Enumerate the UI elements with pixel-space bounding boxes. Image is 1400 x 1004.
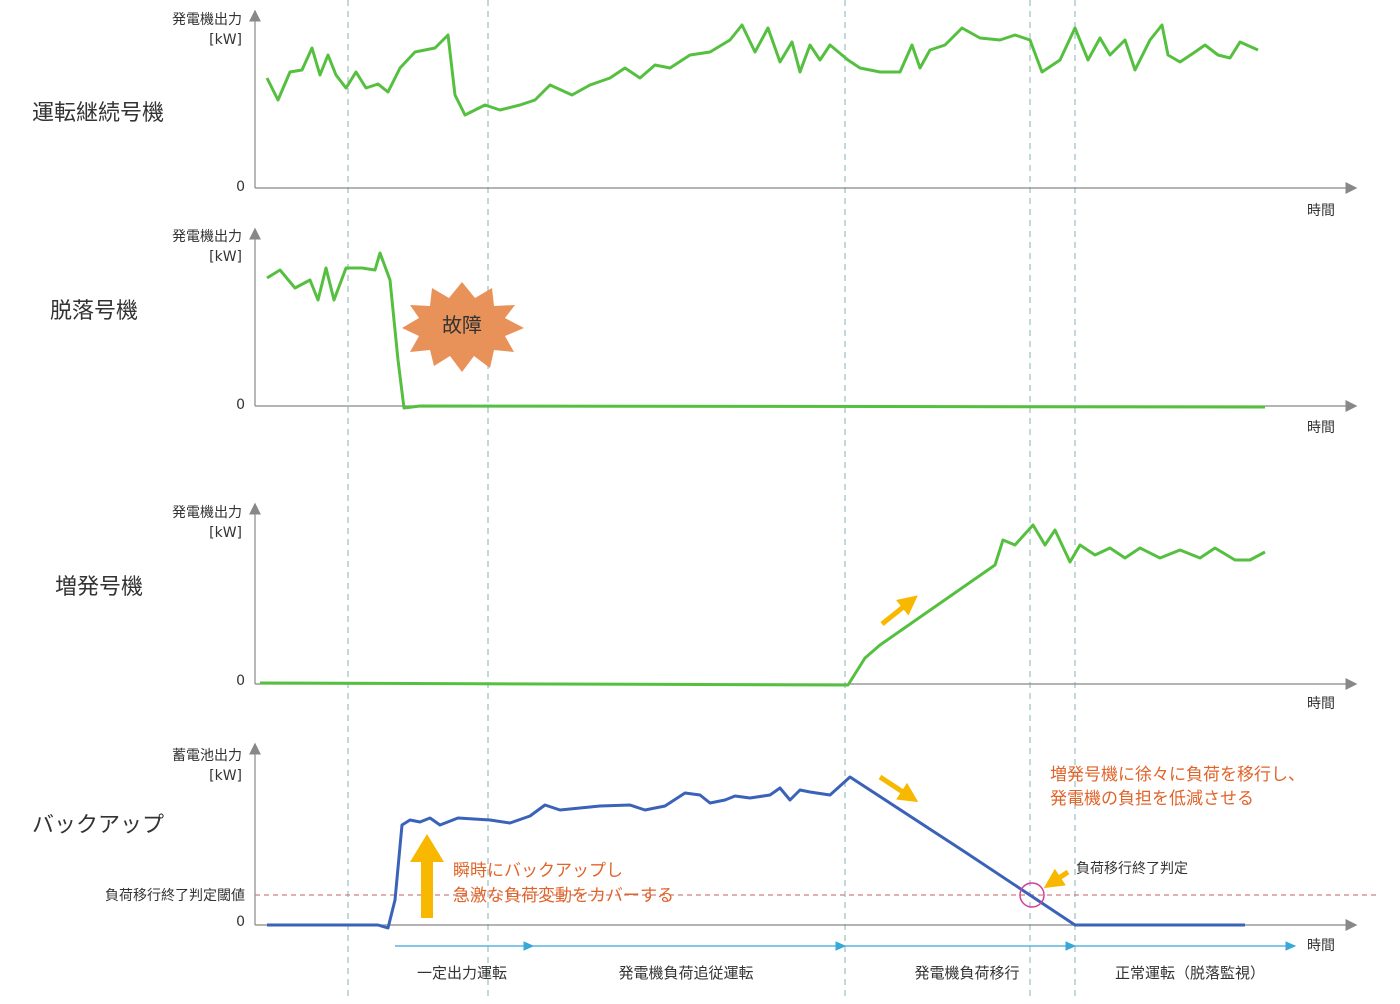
x-axis-label: 時間 [1307,938,1335,954]
trend-arrow [880,595,918,626]
panel-label: 脱落号機 [50,299,138,324]
y-axis-label: 発電機出力 [172,229,242,245]
output-curve [267,775,1245,930]
y-axis-label: [kW] [209,249,242,265]
y-axis-label: 発電機出力 [172,505,242,521]
judgement-arrow [1043,868,1070,889]
x-axis-label: 時間 [1307,203,1335,219]
output-curve [266,251,1266,410]
annotation: 発電機の負担を低減させる [1050,789,1254,809]
threshold-label: 負荷移行終了判定閾値 [105,888,245,904]
panel: バックアップ 蓄電池出力 [kW] 0 時間 負荷移行終了判定閾値 瞬時にバック… [32,742,1378,954]
y-axis-label: 蓄電池出力 [172,748,242,764]
output-curve [265,23,1259,117]
backup-arrow-head [410,834,444,862]
phase-label: 正常運転（脱落監視） [1115,964,1265,982]
phase-label: 一定出力運転 [417,964,507,982]
panel-label: 増発号機 [55,575,143,600]
output-curve [259,523,1266,687]
y-axis-label: [kW] [209,32,242,48]
judgement-marker [1019,882,1045,908]
phase-label: 発電機負荷移行 [914,964,1019,982]
phases: 一定出力運転 発電機負荷追従運転 発電機負荷移行 正常運転（脱落監視） [395,941,1297,982]
phase-label: 発電機負荷追従運転 [618,964,753,982]
fault-burst [402,282,524,372]
trend-arrow [878,774,919,803]
zero-label: 0 [236,673,245,689]
annotation: 急激な負荷変動をカバーする [453,886,674,906]
phase-dividers [347,0,1076,1000]
y-axis-label: 発電機出力 [172,12,242,28]
zero-label: 0 [236,179,245,195]
zero-label: 0 [236,914,245,930]
panel: 脱落号機 発電機出力 [kW] 0 時間 故障 [50,227,1358,436]
annotation: 増発号機に徐々に負荷を移行し、 [1050,765,1305,785]
x-axis-label: 時間 [1307,420,1335,436]
panel-label: バックアップ [32,813,164,838]
fault-label: 故障 [442,313,482,337]
panel: 運転継続号機 発電機出力 [kW] 0 時間 [32,9,1358,219]
annotation: 負荷移行終了判定 [1076,861,1188,877]
annotation: 瞬時にバックアップし [453,861,623,881]
y-axis-label: [kW] [209,525,242,541]
panel-label: 運転継続号機 [32,101,164,126]
x-axis-label: 時間 [1307,696,1335,712]
panel: 増発号機 発電機出力 [kW] 0 時間 [55,502,1358,712]
y-axis-label: [kW] [209,768,242,784]
zero-label: 0 [236,397,245,413]
